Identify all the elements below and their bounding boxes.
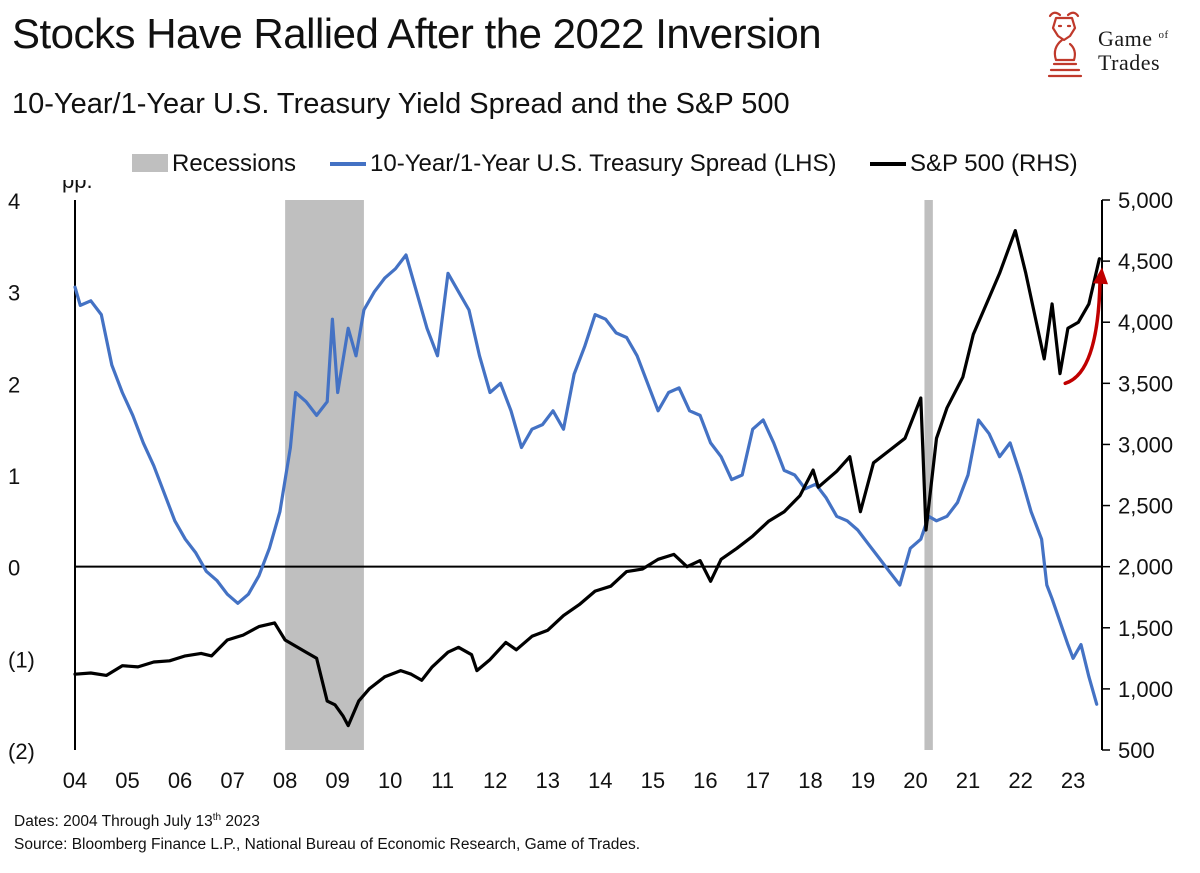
x-tick-label: 19 bbox=[851, 768, 875, 793]
right-tick-label: 3,500 bbox=[1118, 371, 1173, 396]
x-tick-label: 05 bbox=[115, 768, 139, 793]
x-tick-label: 11 bbox=[431, 768, 454, 793]
chart-title: Stocks Have Rallied After the 2022 Inver… bbox=[12, 10, 822, 57]
footnote-source: Source: Bloomberg Finance L.P., National… bbox=[14, 836, 641, 853]
axes: 43210(1)(2)5,0004,5004,0003,5003,0002,50… bbox=[8, 188, 1173, 793]
right-tick-label: 4,500 bbox=[1118, 249, 1173, 274]
x-tick-label: 08 bbox=[273, 768, 297, 793]
right-tick-label: 2,500 bbox=[1118, 494, 1173, 519]
left-tick-label: 4 bbox=[8, 189, 20, 214]
left-tick-label: 2 bbox=[8, 372, 20, 397]
series-lines bbox=[73, 229, 1101, 728]
legend-label-sp500: S&P 500 (RHS) bbox=[910, 150, 1078, 177]
rally-arrow-shaft bbox=[1063, 279, 1102, 386]
x-tick-label: 18 bbox=[798, 768, 822, 793]
logo-text-trades: Trades bbox=[1098, 50, 1161, 75]
right-tick-label: 1,000 bbox=[1118, 677, 1173, 702]
chart-plot: 43210(1)(2)5,0004,5004,0003,5003,0002,50… bbox=[8, 180, 1173, 793]
left-tick-label: 1 bbox=[8, 464, 20, 489]
bull-knight-icon bbox=[1047, 11, 1083, 78]
rally-arrow-head bbox=[1093, 267, 1108, 285]
x-tick-label: 12 bbox=[483, 768, 507, 793]
logo-text-game: Game of bbox=[1098, 26, 1169, 51]
x-tick-label: 20 bbox=[903, 768, 927, 793]
legend-swatch-recessions bbox=[132, 154, 168, 172]
right-tick-label: 3,000 bbox=[1118, 432, 1173, 457]
left-tick-label: (1) bbox=[8, 647, 35, 672]
recession-band-1 bbox=[924, 200, 933, 750]
left-tick-label: (2) bbox=[8, 739, 35, 764]
left-axis-unit: pp. bbox=[62, 180, 93, 193]
x-tick-label: 22 bbox=[1008, 768, 1032, 793]
right-tick-label: 4,000 bbox=[1118, 310, 1173, 335]
left-tick-label: 3 bbox=[8, 281, 20, 306]
right-tick-label: 1,500 bbox=[1118, 616, 1173, 641]
x-tick-label: 16 bbox=[693, 768, 717, 793]
legend-label-recessions: Recessions bbox=[172, 150, 297, 177]
annotation bbox=[1063, 267, 1108, 386]
x-tick-label: 15 bbox=[641, 768, 665, 793]
footnote-dates: Dates: 2004 Through July 13th 2023 bbox=[14, 812, 260, 831]
right-tick-label: 500 bbox=[1118, 738, 1155, 763]
left-tick-label: 0 bbox=[8, 556, 20, 581]
legend-swatch-sp500 bbox=[870, 162, 906, 166]
x-tick-label: 21 bbox=[956, 768, 980, 793]
x-tick-label: 04 bbox=[63, 768, 87, 793]
chart-subtitle: 10-Year/1-Year U.S. Treasury Yield Sprea… bbox=[12, 88, 790, 120]
x-tick-label: 07 bbox=[220, 768, 244, 793]
recession-bands bbox=[285, 200, 933, 750]
spread-line bbox=[73, 253, 1099, 706]
x-tick-label: 23 bbox=[1061, 768, 1085, 793]
x-tick-label: 14 bbox=[588, 768, 612, 793]
x-tick-label: 13 bbox=[536, 768, 560, 793]
sp500-line bbox=[73, 229, 1101, 728]
x-tick-label: 09 bbox=[325, 768, 349, 793]
right-tick-label: 5,000 bbox=[1118, 188, 1173, 213]
recession-band-0 bbox=[285, 200, 364, 750]
legend: Recessions 10-Year/1-Year U.S. Treasury … bbox=[0, 150, 1200, 180]
x-tick-label: 17 bbox=[746, 768, 770, 793]
x-tick-label: 06 bbox=[168, 768, 192, 793]
legend-swatch-spread bbox=[330, 162, 366, 166]
x-tick-label: 10 bbox=[378, 768, 402, 793]
brand-logo: Game of Trades bbox=[1040, 6, 1190, 86]
legend-label-spread: 10-Year/1-Year U.S. Treasury Spread (LHS… bbox=[370, 150, 837, 177]
right-tick-label: 2,000 bbox=[1118, 555, 1173, 580]
